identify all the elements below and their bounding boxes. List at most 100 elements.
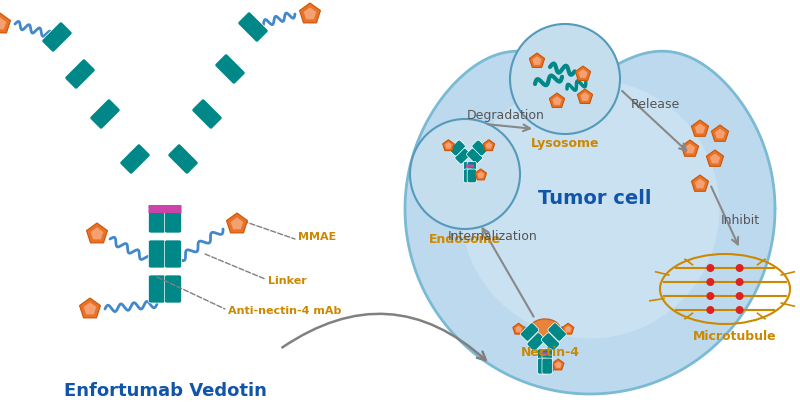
Polygon shape (715, 129, 725, 138)
Text: Nectin-4: Nectin-4 (521, 346, 579, 359)
Circle shape (510, 24, 620, 134)
FancyBboxPatch shape (467, 169, 477, 183)
FancyBboxPatch shape (65, 59, 95, 89)
Polygon shape (575, 66, 590, 80)
Polygon shape (486, 142, 492, 149)
Polygon shape (230, 217, 243, 229)
FancyBboxPatch shape (192, 99, 222, 129)
Ellipse shape (530, 319, 560, 339)
FancyBboxPatch shape (542, 358, 553, 374)
Polygon shape (513, 323, 524, 334)
Polygon shape (299, 3, 321, 23)
FancyBboxPatch shape (540, 354, 550, 356)
FancyBboxPatch shape (467, 161, 477, 175)
Polygon shape (553, 359, 564, 370)
Polygon shape (562, 323, 574, 334)
Circle shape (461, 80, 719, 339)
Polygon shape (706, 150, 723, 166)
Circle shape (706, 292, 714, 300)
FancyBboxPatch shape (149, 275, 166, 303)
FancyBboxPatch shape (466, 148, 482, 164)
FancyBboxPatch shape (538, 358, 548, 374)
Text: Internalization: Internalization (448, 230, 538, 243)
Circle shape (706, 264, 714, 272)
FancyBboxPatch shape (466, 166, 474, 168)
FancyBboxPatch shape (472, 140, 488, 156)
Circle shape (736, 264, 744, 272)
Circle shape (736, 292, 744, 300)
FancyBboxPatch shape (540, 352, 550, 354)
Polygon shape (530, 53, 545, 67)
Polygon shape (682, 140, 698, 156)
Text: Endosome: Endosome (429, 233, 501, 246)
Polygon shape (515, 326, 522, 332)
FancyBboxPatch shape (168, 144, 198, 174)
Polygon shape (581, 92, 590, 101)
Text: Inhibit: Inhibit (721, 215, 759, 228)
FancyBboxPatch shape (463, 169, 473, 183)
Polygon shape (86, 223, 107, 243)
FancyBboxPatch shape (149, 205, 182, 209)
FancyBboxPatch shape (90, 99, 120, 129)
Polygon shape (695, 178, 705, 189)
FancyBboxPatch shape (42, 22, 72, 52)
Circle shape (736, 278, 744, 286)
Text: MMAE: MMAE (298, 232, 336, 242)
Polygon shape (578, 89, 593, 103)
Polygon shape (565, 326, 571, 332)
Polygon shape (695, 124, 705, 133)
Polygon shape (533, 56, 542, 65)
Circle shape (410, 119, 520, 229)
FancyBboxPatch shape (520, 323, 539, 341)
Polygon shape (483, 140, 494, 150)
FancyBboxPatch shape (463, 161, 473, 175)
FancyBboxPatch shape (538, 349, 548, 365)
Polygon shape (0, 13, 10, 33)
FancyBboxPatch shape (541, 333, 560, 351)
Text: Lysosome: Lysosome (530, 137, 599, 150)
Polygon shape (691, 120, 709, 136)
FancyBboxPatch shape (238, 12, 268, 42)
Text: Microtubule: Microtubule (693, 329, 777, 342)
FancyBboxPatch shape (450, 140, 466, 156)
FancyBboxPatch shape (548, 323, 566, 341)
Text: Degradation: Degradation (467, 109, 545, 122)
Circle shape (706, 278, 714, 286)
FancyBboxPatch shape (454, 148, 471, 164)
FancyBboxPatch shape (214, 54, 246, 84)
Polygon shape (304, 8, 316, 19)
FancyBboxPatch shape (466, 165, 474, 166)
FancyBboxPatch shape (120, 144, 150, 174)
FancyBboxPatch shape (149, 240, 166, 268)
Polygon shape (405, 51, 775, 394)
Polygon shape (84, 303, 96, 314)
FancyBboxPatch shape (149, 209, 182, 213)
Polygon shape (550, 93, 565, 107)
Text: Release: Release (630, 98, 680, 111)
FancyBboxPatch shape (527, 333, 546, 351)
Text: Tumor cell: Tumor cell (538, 189, 652, 209)
Polygon shape (685, 144, 695, 153)
Polygon shape (475, 169, 486, 180)
FancyBboxPatch shape (165, 275, 182, 303)
Text: Anti-nectin-4 mAb: Anti-nectin-4 mAb (228, 306, 342, 316)
Polygon shape (553, 96, 562, 105)
Polygon shape (79, 298, 101, 318)
FancyBboxPatch shape (149, 205, 166, 233)
Polygon shape (578, 69, 587, 78)
Polygon shape (554, 362, 562, 368)
Polygon shape (691, 175, 709, 191)
Polygon shape (478, 171, 484, 178)
Polygon shape (710, 154, 720, 163)
Polygon shape (226, 213, 247, 233)
FancyBboxPatch shape (542, 349, 553, 365)
Polygon shape (445, 142, 452, 149)
Text: Linker: Linker (268, 276, 306, 286)
FancyBboxPatch shape (165, 205, 182, 233)
FancyBboxPatch shape (165, 240, 182, 268)
Polygon shape (90, 228, 103, 239)
Circle shape (736, 306, 744, 314)
Polygon shape (711, 125, 729, 141)
Polygon shape (442, 140, 454, 150)
Text: Enfortumab Vedotin: Enfortumab Vedotin (63, 382, 266, 400)
